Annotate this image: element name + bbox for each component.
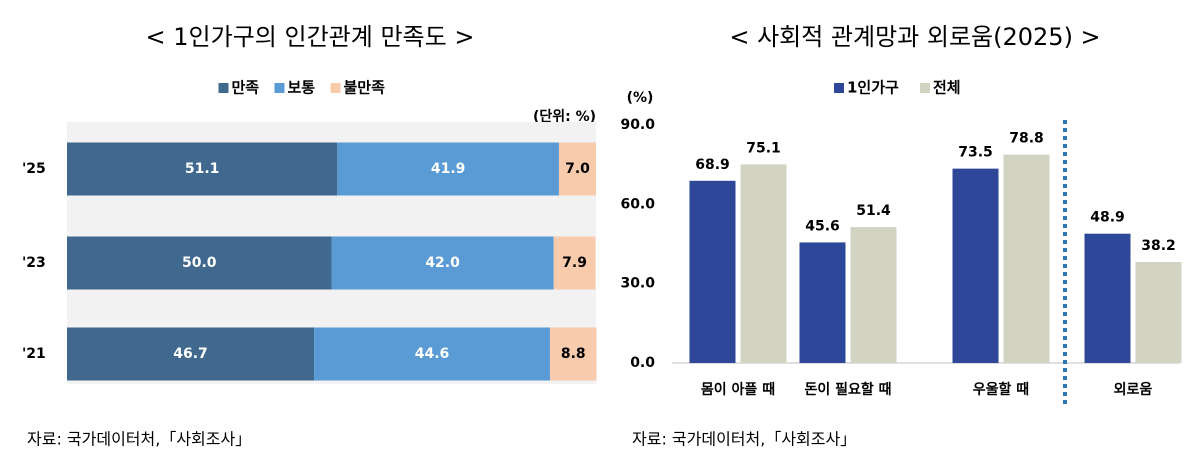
- value-label: 7.9: [562, 255, 587, 271]
- value-label: 51.4: [856, 203, 891, 219]
- bar: [850, 227, 897, 363]
- value-label: 8.8: [561, 346, 586, 362]
- y-tick-label: 90.0: [620, 117, 655, 133]
- bar-segment: [331, 236, 554, 290]
- value-label: 51.1: [185, 161, 220, 177]
- bar-segment: [549, 327, 597, 381]
- y-tick-label: 60.0: [620, 196, 655, 212]
- x-tick-label: 외로움: [1114, 381, 1153, 398]
- bar: [952, 168, 999, 363]
- bar: [1003, 154, 1050, 363]
- y-tick-label: 30.0: [620, 276, 655, 292]
- legend-swatch: [330, 83, 341, 93]
- value-label: 68.9: [695, 157, 730, 173]
- bar: [689, 180, 736, 363]
- x-tick-label: 돈이 필요할 때: [804, 381, 891, 398]
- value-label: 44.6: [415, 346, 450, 362]
- bar-segment: [67, 142, 338, 196]
- y-tick-label: 0.0: [630, 355, 655, 371]
- bar-segment: [553, 236, 596, 290]
- category-label: '25: [22, 161, 46, 177]
- legend-label: 불만족: [344, 79, 386, 97]
- value-label: 75.1: [746, 140, 781, 156]
- value-label: 41.9: [431, 161, 466, 177]
- bar: [1135, 261, 1182, 363]
- bar-segment: [337, 142, 559, 196]
- x-tick-label: 우울할 때: [973, 381, 1029, 398]
- legend-label: 보통: [288, 79, 316, 97]
- value-label: 38.2: [1141, 238, 1176, 254]
- legend-label: 전체: [933, 79, 961, 97]
- legend-swatch: [920, 83, 930, 93]
- x-tick-label: 몸이 아플 때: [701, 381, 775, 398]
- bar: [1084, 233, 1131, 363]
- category-label: '21: [22, 346, 46, 362]
- bar: [740, 164, 787, 363]
- source: 자료: 국가데이터처,「사회조사」: [27, 430, 251, 449]
- value-label: 46.7: [173, 346, 208, 362]
- legend-label: 1인가구: [847, 79, 899, 97]
- chart-title: < 1인가구의 인간관계 만족도 >: [146, 23, 475, 51]
- bar-segment: [558, 142, 596, 196]
- legend-swatch: [218, 83, 229, 93]
- bar-segment: [67, 236, 332, 290]
- value-label: 42.0: [425, 255, 460, 271]
- bar: [799, 242, 846, 363]
- value-label: 7.0: [565, 161, 590, 177]
- bar-segment: [314, 327, 550, 381]
- legend-swatch: [274, 83, 285, 93]
- unit-note: (단위: %): [533, 108, 596, 125]
- value-label: 78.8: [1009, 131, 1044, 147]
- value-label: 73.5: [958, 145, 993, 161]
- bar-segment: [67, 327, 315, 381]
- value-label: 50.0: [182, 255, 217, 271]
- value-label: 48.9: [1090, 210, 1125, 226]
- value-label: 45.6: [805, 218, 840, 234]
- legend-swatch: [834, 83, 844, 93]
- legend-label: 만족: [232, 79, 260, 97]
- category-label: '23: [22, 255, 46, 271]
- chart-title: < 사회적 관계망과 외로움(2025) >: [729, 23, 1100, 51]
- y-axis-label: (%): [627, 90, 654, 106]
- source: 자료: 국가데이터처,「사회조사」: [632, 430, 856, 449]
